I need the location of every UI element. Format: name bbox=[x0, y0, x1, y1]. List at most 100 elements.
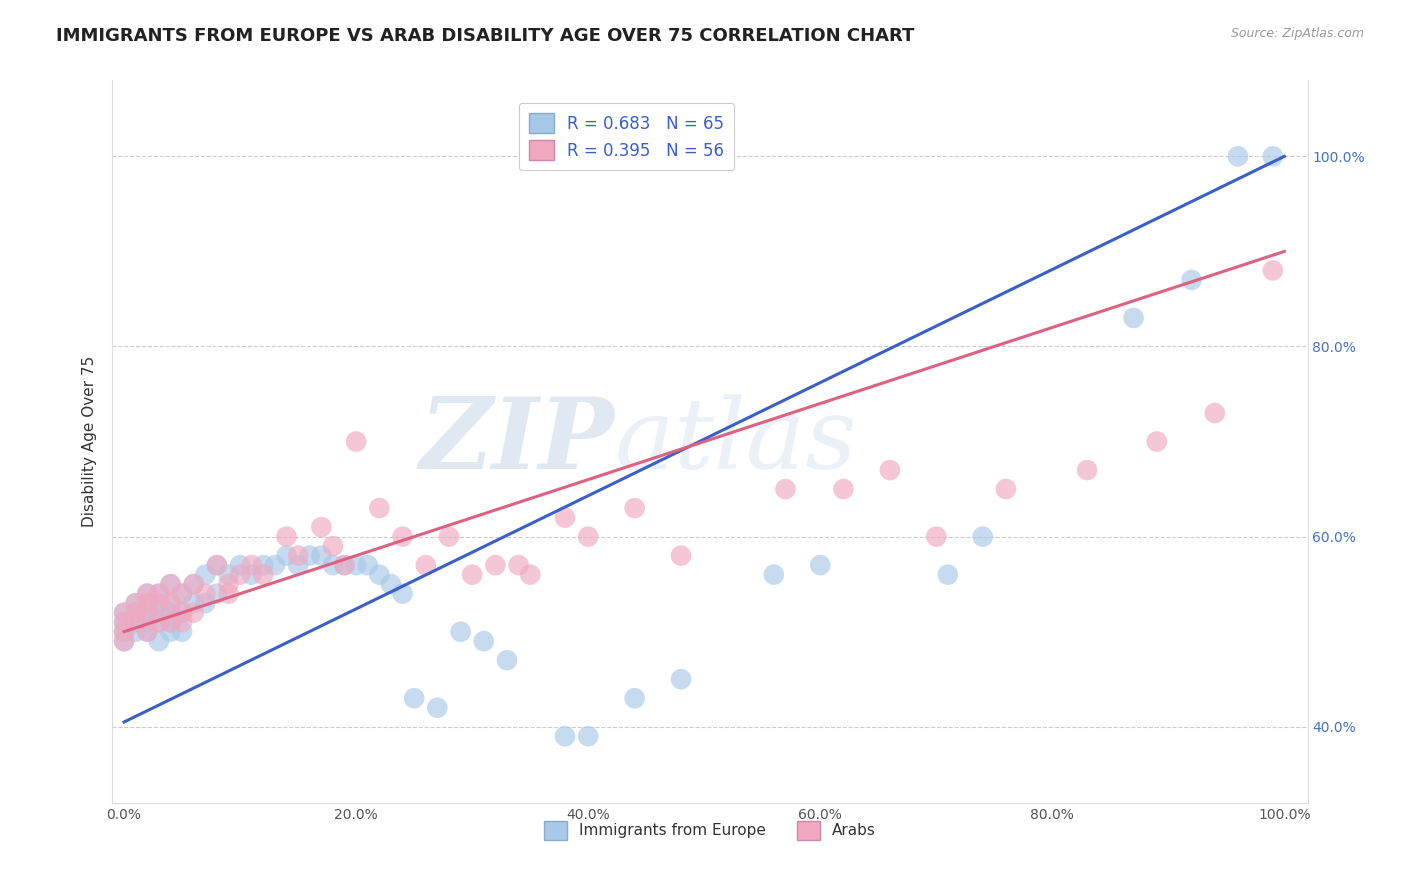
Point bbox=[426, 700, 449, 714]
Point bbox=[832, 482, 855, 496]
Point bbox=[148, 615, 170, 630]
Point bbox=[194, 587, 217, 601]
Point bbox=[159, 606, 181, 620]
Point bbox=[136, 587, 159, 601]
Point bbox=[994, 482, 1017, 496]
Point bbox=[183, 596, 205, 610]
Point bbox=[415, 558, 437, 573]
Text: Source: ZipAtlas.com: Source: ZipAtlas.com bbox=[1230, 27, 1364, 40]
Point bbox=[148, 596, 170, 610]
Point bbox=[218, 567, 240, 582]
Point bbox=[576, 530, 599, 544]
Point bbox=[669, 672, 692, 686]
Point bbox=[311, 549, 333, 563]
Point bbox=[159, 624, 181, 639]
Point bbox=[508, 558, 530, 573]
Point bbox=[112, 606, 135, 620]
Point bbox=[229, 558, 252, 573]
Point bbox=[125, 624, 148, 639]
Point bbox=[112, 615, 135, 630]
Point bbox=[240, 567, 263, 582]
Point bbox=[554, 510, 576, 524]
Point bbox=[936, 567, 959, 582]
Point bbox=[112, 624, 135, 639]
Point bbox=[125, 596, 148, 610]
Point bbox=[194, 596, 217, 610]
Point bbox=[576, 729, 599, 743]
Point bbox=[669, 549, 692, 563]
Point bbox=[252, 567, 274, 582]
Point bbox=[472, 634, 495, 648]
Point bbox=[1076, 463, 1098, 477]
Point bbox=[623, 501, 645, 516]
Point bbox=[172, 587, 194, 601]
Point bbox=[172, 624, 194, 639]
Point bbox=[1180, 273, 1202, 287]
Point bbox=[159, 615, 181, 630]
Point bbox=[136, 606, 159, 620]
Point bbox=[112, 624, 135, 639]
Point bbox=[136, 606, 159, 620]
Point bbox=[112, 606, 135, 620]
Point bbox=[183, 606, 205, 620]
Point bbox=[125, 615, 148, 630]
Point bbox=[762, 567, 785, 582]
Point bbox=[125, 596, 148, 610]
Point bbox=[1261, 263, 1284, 277]
Point bbox=[298, 549, 321, 563]
Point bbox=[148, 615, 170, 630]
Point bbox=[391, 530, 413, 544]
Point bbox=[240, 558, 263, 573]
Point bbox=[879, 463, 901, 477]
Point bbox=[172, 606, 194, 620]
Point bbox=[368, 501, 391, 516]
Point bbox=[623, 691, 645, 706]
Point bbox=[276, 549, 298, 563]
Point bbox=[136, 615, 159, 630]
Point bbox=[205, 558, 228, 573]
Point bbox=[183, 577, 205, 591]
Point bbox=[450, 624, 472, 639]
Y-axis label: Disability Age Over 75: Disability Age Over 75 bbox=[82, 356, 97, 527]
Point bbox=[333, 558, 356, 573]
Point bbox=[183, 577, 205, 591]
Point bbox=[148, 606, 170, 620]
Point bbox=[159, 577, 181, 591]
Point bbox=[322, 558, 344, 573]
Point bbox=[159, 596, 181, 610]
Point bbox=[112, 615, 135, 630]
Point bbox=[159, 596, 181, 610]
Point bbox=[159, 577, 181, 591]
Point bbox=[357, 558, 380, 573]
Point bbox=[194, 567, 217, 582]
Point bbox=[1226, 149, 1249, 163]
Point bbox=[1204, 406, 1226, 420]
Point bbox=[925, 530, 948, 544]
Point bbox=[287, 558, 309, 573]
Point bbox=[136, 624, 159, 639]
Point bbox=[311, 520, 333, 534]
Point bbox=[125, 615, 148, 630]
Point bbox=[461, 567, 484, 582]
Point bbox=[554, 729, 576, 743]
Point bbox=[322, 539, 344, 553]
Point bbox=[404, 691, 426, 706]
Point bbox=[1146, 434, 1168, 449]
Point bbox=[159, 615, 181, 630]
Text: ZIP: ZIP bbox=[419, 393, 614, 490]
Point bbox=[205, 587, 228, 601]
Point bbox=[172, 587, 194, 601]
Point bbox=[218, 587, 240, 601]
Point bbox=[148, 634, 170, 648]
Text: IMMIGRANTS FROM EUROPE VS ARAB DISABILITY AGE OVER 75 CORRELATION CHART: IMMIGRANTS FROM EUROPE VS ARAB DISABILIT… bbox=[56, 27, 915, 45]
Point bbox=[333, 558, 356, 573]
Point bbox=[148, 587, 170, 601]
Point bbox=[972, 530, 994, 544]
Point bbox=[344, 558, 367, 573]
Point bbox=[218, 577, 240, 591]
Point bbox=[148, 587, 170, 601]
Text: atlas: atlas bbox=[614, 394, 858, 489]
Point bbox=[252, 558, 274, 573]
Point bbox=[112, 634, 135, 648]
Point bbox=[287, 549, 309, 563]
